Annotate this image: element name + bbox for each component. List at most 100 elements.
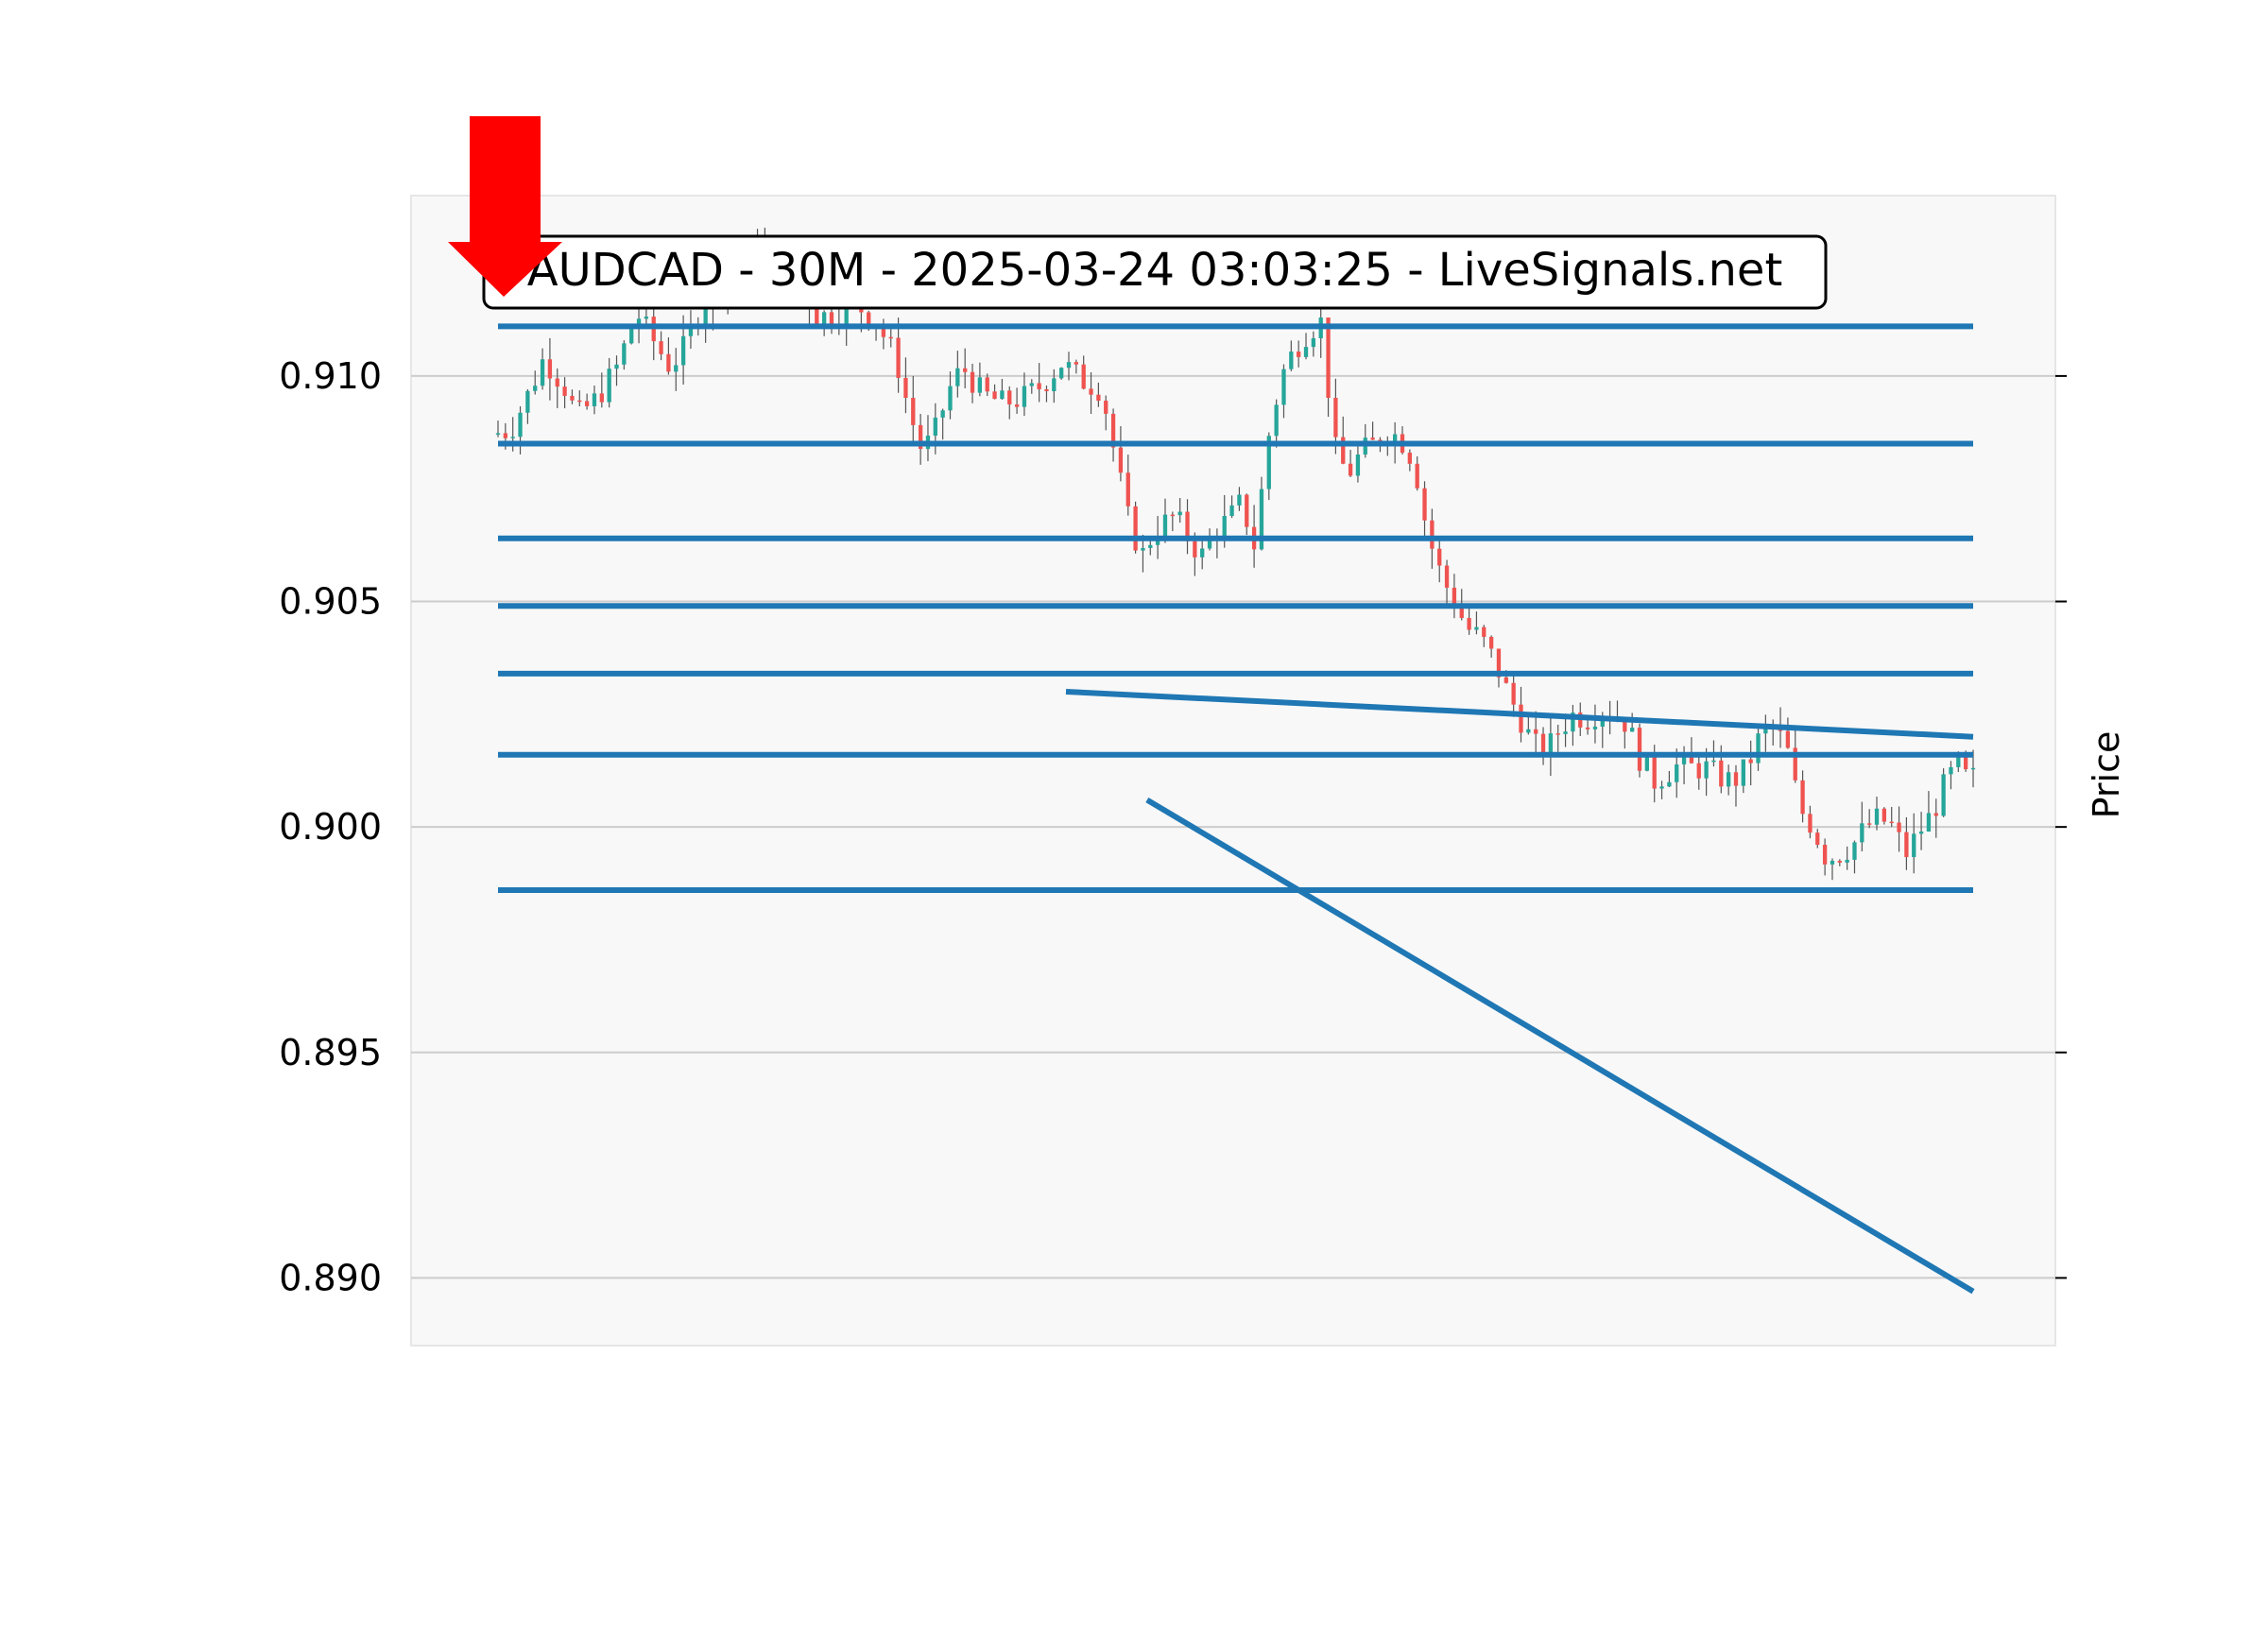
candle [1904,816,1909,870]
candle [1808,805,1813,839]
candle [1741,759,1745,794]
candle [1592,704,1598,744]
candle [1177,498,1182,523]
candle [1897,806,1901,852]
candle [1696,755,1701,790]
plot-area [410,195,2056,1347]
candle [1014,387,1020,414]
y-axis: 0.890 0.895 0.900 0.905 0.910 [279,355,2067,1298]
candle [1326,317,1331,418]
candle [1452,574,1457,619]
candle [1874,797,1880,831]
candle [1845,846,1849,870]
candle [1000,379,1005,400]
candle [1756,729,1761,771]
candle [1689,737,1694,764]
candle [1297,340,1301,368]
candle [1644,757,1650,772]
candle [1237,487,1242,511]
candle [1125,455,1130,516]
candle [1889,806,1894,828]
y-tick-label: 0.910 [279,355,382,397]
candle [1726,764,1731,796]
candle [1534,711,1538,755]
support-resistance-levels [498,323,1973,893]
candle [1274,399,1279,448]
candle [674,348,679,391]
candle [955,351,960,398]
candle [1667,770,1672,788]
candle [918,414,923,465]
candle [1074,359,1079,374]
candle [1355,446,1361,483]
y-axis-label: Price [2086,731,2127,819]
candle [1052,369,1057,403]
candle [1341,416,1346,465]
candle [1860,801,1864,852]
candle [1474,611,1479,635]
candle [1488,635,1494,658]
candle [1422,481,1427,540]
candle [1437,540,1442,583]
candle [1933,798,1938,838]
candle [1852,840,1857,874]
y-tick-label: 0.905 [279,581,382,623]
candle [1200,536,1205,570]
chart-title: AUDCAD - 30M - 2025-03-24 03:03:25 - Liv… [527,244,1783,297]
candle [1044,386,1049,403]
candle [1170,511,1175,532]
candle [1415,455,1419,491]
candle [1133,501,1138,554]
candle [1185,499,1190,555]
candle [1229,495,1234,519]
candle [614,355,619,386]
trend-lines [1065,688,1975,1295]
candle [1912,813,1916,874]
candle [1081,355,1086,390]
candle [1007,386,1012,420]
y-tick-label: 0.900 [279,806,382,848]
candle [495,420,501,438]
candle [1496,648,1502,688]
candle [622,340,627,370]
candle [1763,714,1768,752]
candle [1941,768,1946,817]
candle [1867,809,1872,829]
candle [1303,333,1309,360]
trend-line [1145,797,1975,1295]
trend-line [1065,688,1974,740]
candle [1444,559,1450,606]
candle [533,370,538,395]
candle [688,310,694,350]
sell-arrow-icon [448,116,562,297]
candle [940,408,945,440]
candle [903,357,908,414]
candle [1571,704,1575,746]
candle [1785,717,1791,749]
candle [1467,608,1471,635]
chart-title-box: AUDCAD - 30M - 2025-03-24 03:03:25 - Liv… [482,234,1828,310]
candle [1370,421,1375,440]
candle [607,357,611,408]
candle [1110,408,1116,462]
candle [1281,364,1286,419]
candle [970,363,975,403]
grid-lines [411,374,2055,1279]
candle [896,317,901,393]
candle [1311,331,1316,357]
candle [1089,371,1093,414]
candle [584,393,590,410]
candle [1918,812,1924,850]
candles [495,227,1976,881]
candle [1540,727,1546,765]
candle [629,326,634,345]
candle [977,362,983,397]
candle [1623,719,1627,749]
candle [1733,764,1739,807]
candle [1800,770,1805,823]
candle [1926,791,1932,832]
candle [1118,425,1124,482]
candle [555,368,559,408]
candle [1822,838,1828,876]
